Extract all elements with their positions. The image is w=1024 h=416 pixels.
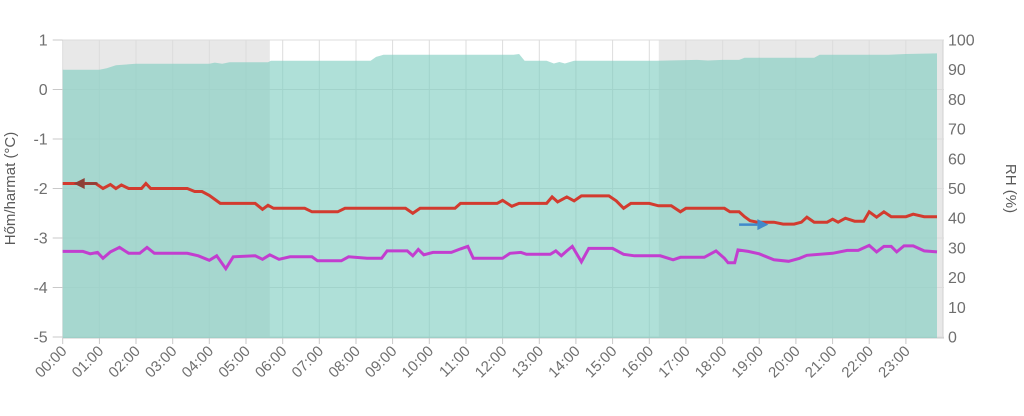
x-tick-label: 18:00	[692, 343, 731, 382]
x-tick-label: 12:00	[472, 343, 511, 382]
right-tick-label: 70	[948, 122, 966, 139]
left-tick-label: 0	[39, 82, 48, 99]
x-tick-label: 04:00	[179, 343, 218, 382]
arrow-left-annotation	[73, 178, 98, 189]
x-tick-label: 09:00	[362, 343, 401, 382]
x-tick-label: 13:00	[509, 343, 548, 382]
x-tick-label: 21:00	[802, 343, 841, 382]
right-tick-label: 0	[948, 330, 957, 347]
left-tick-label: -5	[33, 330, 47, 347]
arrow-right-icon	[757, 219, 769, 231]
x-tick-label: 01:00	[69, 343, 108, 382]
right-tick-label: 60	[948, 151, 966, 168]
x-tick-label: 23:00	[875, 343, 914, 382]
x-tick-label: 07:00	[289, 343, 328, 382]
x-tick-label: 16:00	[619, 343, 658, 382]
left-axis-title: Hőm/harmat (°C)	[2, 132, 19, 246]
x-tick-label: 14:00	[545, 343, 584, 382]
x-tick-label: 00:00	[32, 343, 71, 382]
left-tick-label: -4	[33, 280, 47, 297]
right-tick-label: 10	[948, 300, 966, 317]
x-tick-label: 08:00	[325, 343, 364, 382]
right-tick-label: 20	[948, 270, 966, 287]
right-tick-label: 30	[948, 240, 966, 257]
x-tick-label: 20:00	[765, 343, 804, 382]
right-tick-label: 40	[948, 211, 966, 228]
x-tick-label: 03:00	[142, 343, 181, 382]
x-tick-label: 02:00	[105, 343, 144, 382]
arrow-right-annotation	[739, 219, 769, 231]
right-tick-label: 90	[948, 62, 966, 79]
x-tick-label: 22:00	[838, 343, 877, 382]
left-tick-label: -2	[33, 181, 47, 198]
left-tick-label: -3	[33, 231, 47, 248]
right-tick-label: 50	[948, 181, 966, 198]
right-tick-label: 80	[948, 92, 966, 109]
temperature-line	[62, 181, 937, 226]
right-axis-title: RH (%)	[1002, 164, 1019, 213]
x-tick-label: 11:00	[436, 343, 474, 381]
dewpoint-line	[62, 243, 938, 272]
x-tick-label: 17:00	[655, 343, 694, 382]
rh-area	[62, 53, 937, 339]
x-tick-label: 05:00	[215, 343, 254, 382]
x-tick-label: 10:00	[399, 343, 438, 382]
right-tick-label: 100	[948, 33, 975, 50]
left-tick-label: -1	[33, 132, 47, 149]
x-tick-label: 06:00	[252, 343, 291, 382]
left-tick-label: 1	[39, 33, 48, 50]
x-tick-label: 19:00	[728, 343, 767, 382]
x-tick-label: 15:00	[582, 343, 621, 382]
arrow-left-icon	[73, 178, 85, 189]
